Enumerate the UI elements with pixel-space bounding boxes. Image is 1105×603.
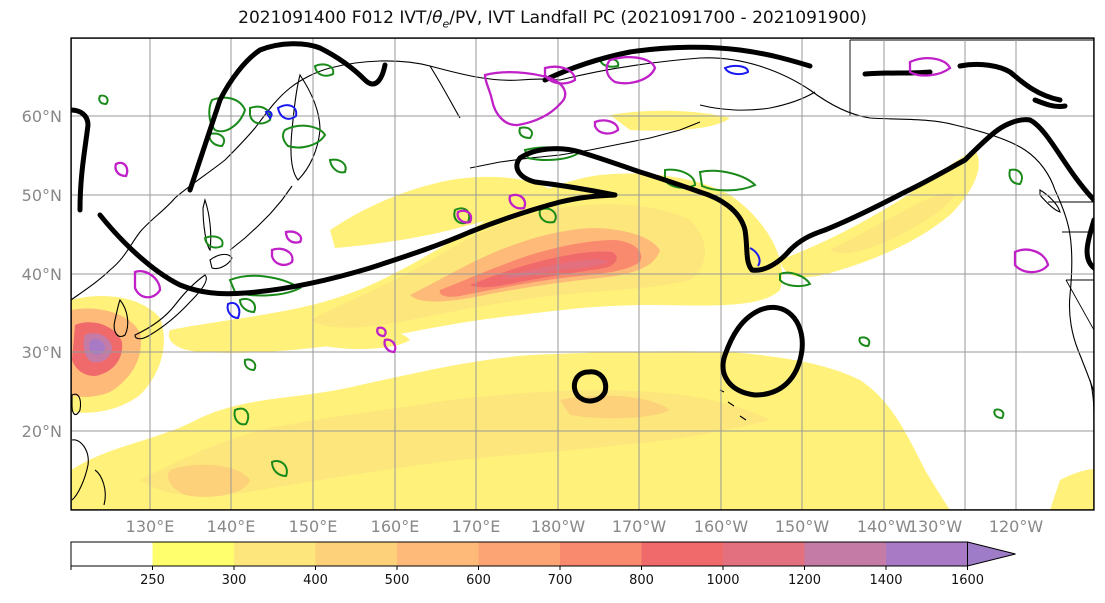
theta-e-east: [1084, 217, 1094, 271]
title-suffix: /PV, IVT Landfall PC (2021091700 - 20210…: [449, 8, 867, 28]
colorbar-segment: [397, 542, 479, 566]
theta-e-contours: [71, 41, 1094, 404]
ivt-typhoon-eye: [89, 339, 105, 355]
lon-label-170w: 170°W: [612, 517, 667, 536]
alaska-peninsula: [699, 91, 816, 111]
asia-coast: [71, 67, 331, 301]
japan-hokkaido: [209, 253, 233, 270]
philippines: [71, 439, 89, 501]
map-plot-area: [71, 38, 1094, 510]
theta-e-north-arc: [542, 44, 813, 83]
kamchatka: [290, 73, 321, 181]
theta-e-arctic: [957, 61, 1063, 103]
colorbar-tick-label: 800: [629, 573, 654, 588]
latitude-labels: 60°N 50°N 40°N 30°N 20°N: [22, 107, 62, 441]
colorbar-segment: [886, 542, 968, 566]
ivt-southeast-patch: [1050, 469, 1094, 510]
theta-e-north-loop: [187, 41, 388, 193]
colorbar-segment: [804, 542, 887, 566]
theta-e-west: [71, 107, 91, 213]
lon-label-150e: 150°E: [289, 517, 338, 536]
kuril-chain: [229, 185, 293, 251]
na-west-coast: [1054, 189, 1094, 393]
theta-e-west-right: [1032, 97, 1068, 109]
lat-label-40n: 40°N: [22, 265, 62, 284]
lon-label-180w: 180°W: [531, 517, 586, 536]
lon-label-120w: 120°W: [989, 517, 1044, 536]
colorbar-segment: [723, 542, 805, 566]
colorbar-tick-label: 300: [222, 573, 247, 588]
colorbar-tick-label: 500: [385, 573, 410, 588]
colorbar-segment: [234, 542, 316, 566]
pv-contours-blue: [226, 64, 761, 320]
colorbar-segment: [71, 542, 153, 566]
japan-honshu: [134, 274, 207, 340]
lon-label-130w: 130°W: [908, 517, 963, 536]
lat-label-50n: 50°N: [22, 186, 62, 205]
theta-e-small-ring: [571, 369, 609, 404]
lon-label-150w: 150°W: [775, 517, 830, 536]
korea-coast: [113, 298, 129, 338]
lon-label-160w: 160°W: [694, 517, 749, 536]
colorbar-tick-label: 400: [303, 573, 328, 588]
title-theta: θ: [432, 8, 443, 28]
lat-label-20n: 20°N: [22, 422, 62, 441]
colorbar-tick-label: 1400: [869, 573, 902, 588]
lon-label-140e: 140°E: [207, 517, 256, 536]
theta-e-north-right: [862, 69, 933, 77]
colorbar-segment: [560, 542, 642, 566]
ivt-south-core: [168, 464, 250, 497]
theta-e-low-loop: [720, 304, 805, 398]
philippines-2: [94, 469, 106, 506]
colorbar-tick-label: 1600: [951, 573, 984, 588]
theta-e-main: [97, 117, 1094, 297]
lon-label-170e: 170°E: [452, 517, 501, 536]
map-border: [70, 37, 1095, 511]
landfall-pc-contours: [114, 56, 1050, 354]
longitude-labels: 130°E 140°E 150°E 160°E 170°E 180°W 170°…: [126, 517, 1044, 536]
colorbar-tick-label: 700: [548, 573, 573, 588]
colorbar-outline: [70, 541, 968, 567]
lon-label-140w: 140°W: [857, 517, 912, 536]
vancouver-island: [1039, 189, 1061, 213]
colorbar-segment: [152, 542, 235, 566]
colorbar-tick-label: 250: [140, 573, 165, 588]
sakhalin: [202, 198, 212, 252]
lon-label-160e: 160°E: [371, 517, 420, 536]
colorbar-extend-arrow: [967, 541, 1016, 567]
gridlines: [71, 38, 1094, 510]
colorbar-segment: [641, 542, 724, 566]
title-prefix: 2021091400 F012 IVT/: [238, 8, 433, 28]
ivt-colorbar: 250 300 400 500 600 700 800 1000 1200 1400 1600: [70, 541, 1016, 588]
ivt-east-band-inner: [830, 193, 955, 254]
ivt-central-patch: [320, 327, 410, 350]
taiwan: [71, 393, 82, 416]
aleutians: [469, 121, 701, 169]
colorbar-tick-label: 1200: [788, 573, 821, 588]
lat-label-60n: 60°N: [22, 107, 62, 126]
colorbar-tick-label: 1000: [706, 573, 739, 588]
lon-label-130e: 130°E: [126, 517, 175, 536]
state-border-nv: [1065, 279, 1094, 331]
ivt-shading: [71, 110, 1094, 510]
title-theta-sub: e: [442, 17, 450, 31]
colorbar-tick-label: 600: [466, 573, 491, 588]
colorbar-segment: [315, 542, 398, 566]
colorbar-segment: [478, 542, 561, 566]
lat-label-30n: 30°N: [22, 343, 62, 362]
map-title: 2021091400 F012 IVT/θe/PV, IVT Landfall …: [0, 8, 1105, 30]
